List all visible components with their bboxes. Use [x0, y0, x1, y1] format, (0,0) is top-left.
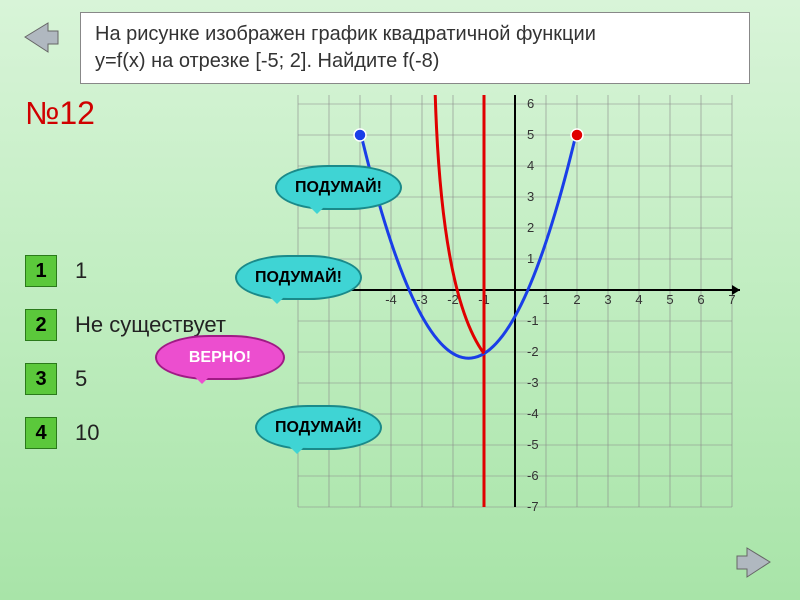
- svg-text:-4: -4: [385, 292, 397, 307]
- chart: -4-3-2-112345671234567-1-2-3-4-5-6-7: [290, 95, 770, 525]
- nav-prev-button[interactable]: [20, 20, 60, 55]
- svg-text:3: 3: [527, 189, 534, 204]
- bubble-text: ПОДУМАЙ!: [275, 419, 362, 437]
- answer-row: 4 10: [25, 417, 226, 449]
- answer-button-2[interactable]: 2: [25, 309, 57, 341]
- nav-next-button[interactable]: [735, 545, 775, 580]
- answer-text-4: 10: [75, 420, 99, 446]
- feedback-bubble-think-2: ПОДУМАЙ!: [235, 255, 362, 300]
- feedback-bubble-correct: ВЕРНО!: [155, 335, 285, 380]
- svg-text:6: 6: [527, 96, 534, 111]
- svg-text:4: 4: [635, 292, 642, 307]
- svg-text:1: 1: [542, 292, 549, 307]
- svg-text:2: 2: [527, 220, 534, 235]
- svg-text:-3: -3: [527, 375, 539, 390]
- chart-svg: -4-3-2-112345671234567-1-2-3-4-5-6-7: [290, 95, 770, 525]
- question-line2: y=f(x) на отрезке [-5; 2]. Найдите f(-8): [95, 50, 439, 72]
- svg-text:5: 5: [666, 292, 673, 307]
- bubble-text: ПОДУМАЙ!: [295, 179, 382, 197]
- answer-button-3[interactable]: 3: [25, 363, 57, 395]
- svg-text:3: 3: [604, 292, 611, 307]
- svg-text:-1: -1: [527, 313, 539, 328]
- svg-text:7: 7: [728, 292, 735, 307]
- svg-text:4: 4: [527, 158, 534, 173]
- feedback-bubble-think-3: ПОДУМАЙ!: [255, 405, 382, 450]
- problem-number: №12: [25, 95, 95, 132]
- answer-text-3: 5: [75, 366, 87, 392]
- svg-text:1: 1: [527, 251, 534, 266]
- answer-button-1[interactable]: 1: [25, 255, 57, 287]
- question-text: На рисунке изображен график квадратичной…: [80, 12, 750, 84]
- svg-text:2: 2: [573, 292, 580, 307]
- question-line1: На рисунке изображен график квадратичной…: [95, 23, 596, 45]
- svg-text:-3: -3: [416, 292, 428, 307]
- svg-text:-6: -6: [527, 468, 539, 483]
- answer-button-4[interactable]: 4: [25, 417, 57, 449]
- svg-text:5: 5: [527, 127, 534, 142]
- svg-text:-5: -5: [527, 437, 539, 452]
- bubble-text: ПОДУМАЙ!: [255, 269, 342, 287]
- svg-text:-7: -7: [527, 499, 539, 514]
- answer-row: 1 1: [25, 255, 226, 287]
- answer-text-1: 1: [75, 258, 87, 284]
- svg-text:-4: -4: [527, 406, 539, 421]
- svg-text:6: 6: [697, 292, 704, 307]
- feedback-bubble-think-1: ПОДУМАЙ!: [275, 165, 402, 210]
- svg-text:-2: -2: [527, 344, 539, 359]
- bubble-text: ВЕРНО!: [189, 349, 251, 367]
